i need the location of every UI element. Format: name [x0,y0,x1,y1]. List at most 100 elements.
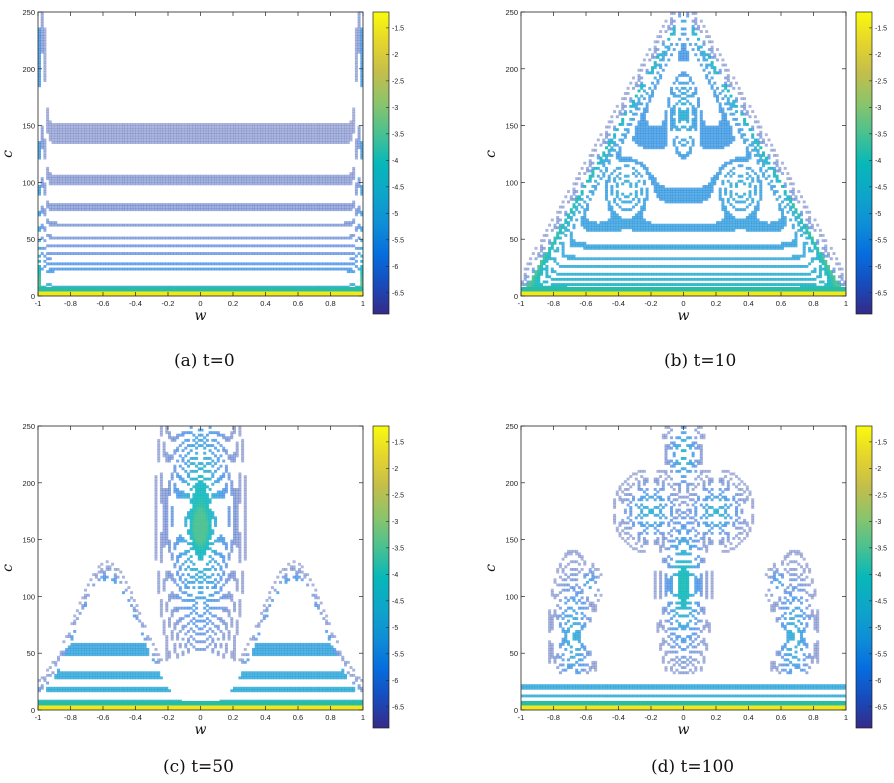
contour-cell [656,195,660,199]
contour-cell [821,252,825,255]
contour-cell [333,236,337,240]
contour-cell [748,195,752,199]
contour-cell [311,205,315,209]
contour-cell [735,200,738,204]
contour-cell [127,203,131,206]
contour-cell [688,277,692,281]
contour-cell [241,252,245,255]
contour-cell [262,179,266,183]
contour-cell [767,223,771,227]
contour-cell [119,223,123,227]
contour-cell [43,71,47,75]
contour-cell [289,267,293,271]
contour-cell [805,210,809,214]
contour-cell [40,17,44,21]
contour-cell [686,277,690,281]
contour-cell [688,223,692,227]
contour-cell [732,265,736,268]
contour-cell [764,257,768,261]
contour-cell [810,249,814,253]
contour-cell [303,130,307,134]
contour-cell [308,179,312,183]
contour-cell [170,208,174,212]
contour-cell [233,130,236,134]
contour-cell [333,174,337,178]
contour-cell [254,133,258,137]
contour-cell [40,45,44,49]
contour-cell [43,27,47,31]
contour-cell [599,221,603,224]
contour-cell [311,138,315,142]
contour-cell [268,236,272,240]
contour-cell [341,141,345,144]
contour-cell [127,205,131,209]
contour-cell [678,197,682,201]
contour-cell [699,257,703,261]
contour-cell [729,218,733,222]
contour-cell [178,133,182,137]
contour-cell [678,190,682,193]
contour-cell [122,179,125,183]
contour-cell [176,174,180,178]
contour-cell [257,128,261,132]
contour-cell [327,223,331,227]
contour-cell [211,205,215,209]
contour-cell [97,133,101,137]
contour-cell [346,177,350,181]
contour-cell [797,283,801,286]
contour-cell [610,190,614,193]
contour-cell [670,246,673,250]
contour-cell [287,138,291,142]
contour-cell [298,205,301,209]
contour-cell [103,130,106,134]
contour-cell [721,226,725,230]
contour-cell [124,267,128,271]
contour-cell [586,218,589,222]
contour-cell [602,283,606,286]
contour-cell [279,138,282,142]
contour-cell [718,272,722,276]
contour-cell [116,174,120,178]
contour-cell [357,246,361,250]
contour-cell [745,218,749,222]
contour-cell [707,283,711,286]
contour-cell [327,138,331,142]
contour-cell [257,208,261,212]
contour-cell [187,179,190,183]
contour-cell [675,187,679,191]
contour-cell [767,265,771,268]
contour-cell [279,208,282,212]
contour-cell [292,128,296,132]
contour-cell [276,125,280,129]
contour-cell [618,265,622,268]
contour-cell [59,179,63,183]
contour-cell [303,123,307,126]
contour-cell [300,133,304,137]
contour-cell [59,203,63,206]
contour-cell [783,272,787,276]
contour-cell [572,192,576,196]
contour-cell [781,272,784,276]
contour-cell [89,138,93,142]
contour-cell [683,246,687,250]
contour-cell [596,257,600,261]
contour-cell [143,138,147,142]
contour-cell [111,141,115,144]
contour-cell [43,68,47,72]
contour-cell [686,244,690,248]
contour-cell [325,133,329,137]
contour-cell [575,205,579,209]
contour-cell [197,244,201,248]
contour-cell [279,182,282,186]
contour-cell [187,203,190,206]
contour-cell [354,213,358,217]
contour-cell [632,205,635,209]
x-axis-label: w [195,308,207,324]
contour-cell [645,223,649,227]
contour-cell [168,179,171,183]
contour-cell [135,267,139,271]
contour-cell [802,277,806,281]
contour-cell [721,257,725,261]
contour-cell [92,125,96,129]
contour-cell [181,135,185,139]
